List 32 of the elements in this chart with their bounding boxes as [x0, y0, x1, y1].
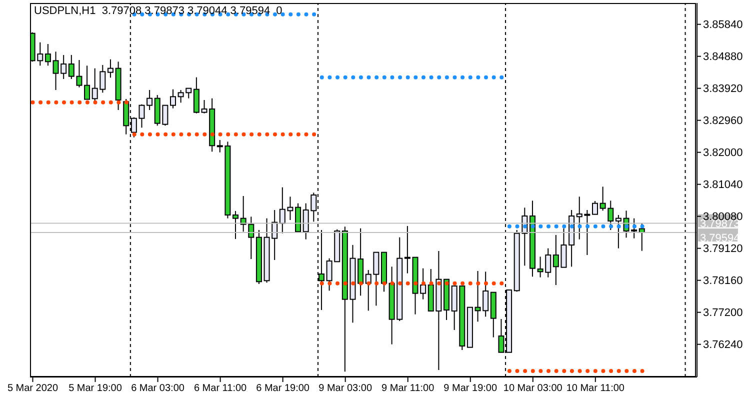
candlestick: [615, 214, 622, 249]
candlestick: [232, 210, 239, 240]
x-tick-label: 5 Mar 19:00: [68, 383, 122, 394]
x-tick-label: 6 Mar 03:00: [131, 383, 185, 394]
x-tick-label: 10 Mar 03:00: [503, 383, 563, 394]
candlestick: [592, 200, 598, 215]
y-tick-label: 3.85840: [703, 19, 743, 32]
y-tick-label: 3.83920: [703, 83, 743, 96]
x-tick-label: 9 Mar 03:00: [318, 383, 372, 394]
y-tick-label: 3.82000: [703, 147, 743, 160]
candlestick: [404, 226, 410, 274]
y-tick-label: 3.82960: [703, 115, 743, 128]
y-tick-label: 3.79120: [703, 243, 743, 256]
chart-title: USDPLN,H1 3.79708 3.79873 3.79044 3.79594 0: [34, 5, 282, 17]
y-tick-label: 3.84880: [703, 51, 743, 64]
x-tick-label: 9 Mar 11:00: [382, 383, 435, 394]
candlestick: [107, 58, 114, 78]
x-tick-label: 6 Mar 11:00: [194, 383, 248, 394]
candlestick: [170, 88, 176, 109]
x-tick-label: 9 Mar 19:00: [444, 383, 498, 394]
candlestick: [84, 65, 90, 100]
candlestick: [44, 44, 51, 66]
y-tick-label: 3.77200: [703, 307, 743, 320]
y-tick-label: 3.81040: [703, 179, 743, 192]
x-tick-label: 5 Mar 2020: [7, 383, 58, 394]
ref-line-label: 3.79594: [700, 232, 740, 244]
y-tick-label: 3.76240: [703, 339, 743, 352]
x-tick-label: 10 Mar 11:00: [566, 383, 625, 394]
y-tick-label: 3.78160: [703, 275, 743, 288]
candlestick: [146, 90, 153, 110]
candlestick: [193, 76, 200, 114]
x-tick-label: 6 Mar 19:00: [256, 383, 310, 394]
